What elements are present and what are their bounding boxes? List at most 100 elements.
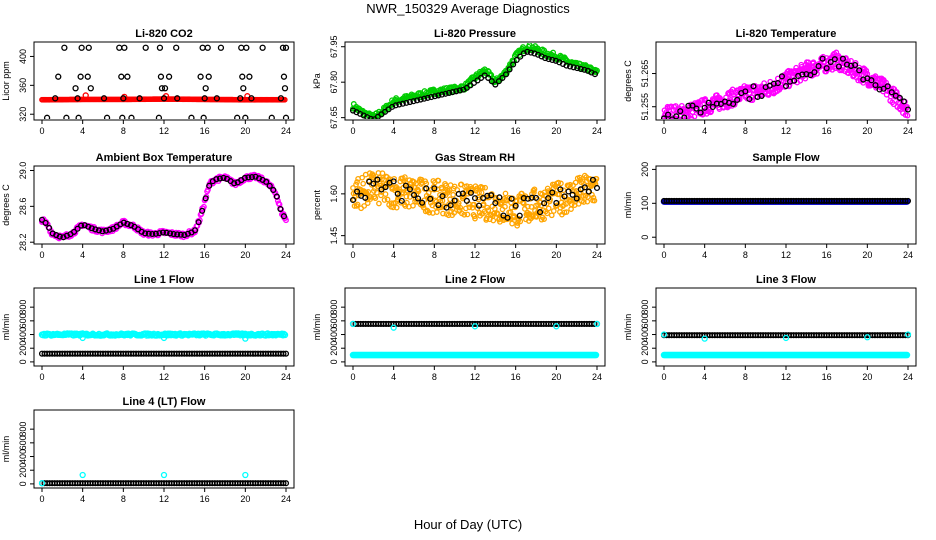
y-tick-label: 200: [18, 341, 28, 356]
y-tick-label: 28.6: [18, 198, 28, 216]
series-point-orange: [476, 189, 482, 196]
series-point-orange: [439, 186, 445, 192]
x-tick-label: 8: [121, 494, 126, 504]
x-tick-label: 8: [743, 126, 748, 136]
series-point-black: [581, 66, 588, 73]
x-tick-label: 0: [39, 372, 44, 382]
x-tick-label: 4: [702, 250, 707, 260]
series-point-black: [492, 81, 499, 88]
y-tick-label: 51.255: [640, 93, 650, 121]
series-point-black: [120, 95, 127, 102]
series-point-black: [447, 202, 454, 209]
series-point-cyan: [782, 334, 790, 342]
series-point-black: [778, 73, 785, 80]
series-point-black: [476, 202, 483, 209]
series-point-black: [669, 116, 676, 119]
series-point-black: [709, 103, 716, 110]
series-point-black: [815, 63, 822, 70]
x-tick-label: 4: [702, 372, 707, 382]
y-tick-label: 1.45: [329, 227, 339, 245]
series-point-cyan: [281, 331, 289, 339]
series-point-orange: [376, 200, 382, 207]
x-tick-label: 8: [432, 372, 437, 382]
x-tick-label: 12: [159, 372, 169, 382]
series-point-black: [531, 50, 538, 57]
series-point-orange: [364, 200, 371, 206]
series-point-black: [417, 96, 424, 103]
series-point-black: [74, 225, 81, 232]
y-tick-label: 0: [18, 481, 28, 486]
series-point-black: [693, 105, 700, 112]
x-tick-label: 8: [743, 250, 748, 260]
series-point-orange: [485, 207, 492, 214]
series-point-magenta: [198, 210, 205, 217]
series-point-magenta: [786, 82, 793, 88]
series-point-black: [549, 189, 556, 196]
series-point-cyan: [38, 480, 46, 487]
series-point-black: [557, 186, 564, 193]
series-point-orange: [440, 210, 446, 217]
series-point-black: [746, 95, 753, 103]
series-point-black: [453, 88, 460, 95]
series-point-black: [537, 209, 544, 216]
series-point-black: [243, 44, 250, 51]
series-point-black: [75, 114, 82, 119]
panel-title-li820temp: Li-820 Temperature: [736, 28, 837, 40]
series-point-black: [55, 73, 62, 80]
series-point-orange: [361, 203, 368, 209]
series-point-orange: [460, 194, 467, 200]
series-point-magenta: [797, 77, 804, 84]
series-point-black: [827, 58, 834, 66]
series-point-orange: [544, 185, 551, 192]
panel-title-pressure: Li-820 Pressure: [434, 28, 516, 40]
series-point-black: [532, 194, 540, 201]
y-axis-label: ml/min: [623, 314, 633, 341]
series-point-black: [259, 44, 266, 51]
series-point-black: [435, 92, 442, 99]
series-point-black: [872, 82, 879, 89]
series-point-black: [581, 184, 588, 191]
y-tick-label: 320: [18, 107, 28, 122]
series-point-black: [191, 227, 199, 234]
series-point-black: [428, 94, 435, 101]
x-tick-label: 24: [592, 126, 602, 136]
x-tick-label: 20: [240, 494, 250, 504]
series-point-black: [118, 73, 125, 80]
y-tick-label: 0: [329, 359, 339, 364]
series-point-orange: [520, 200, 527, 207]
series-point-orange: [544, 210, 551, 217]
y-tick-label: 0: [18, 359, 28, 364]
series-point-black: [884, 83, 891, 90]
panel-co2: Li-820 CO2 Licor ppm 320 360 400 0 4 8 12 16 20 24: [1, 28, 295, 136]
series-point-black: [553, 199, 560, 207]
series-point-orange: [428, 195, 435, 201]
series-point-cyan: [160, 471, 168, 479]
series-point-black: [87, 85, 94, 92]
series-point-black: [442, 90, 449, 97]
series-point-black: [370, 180, 377, 187]
series-point-black: [234, 114, 241, 119]
series-point-black: [410, 191, 418, 199]
series-point-black: [103, 227, 110, 234]
series-point-black: [197, 73, 204, 80]
y-tick-label: 400: [640, 327, 650, 342]
series-point-black: [701, 104, 708, 111]
series-point-orange: [517, 218, 524, 225]
series-point-black: [427, 195, 434, 202]
series-point-black: [38, 216, 46, 223]
series-point-black: [270, 186, 277, 194]
panel-title-line4: Line 4 (LT) Flow: [123, 396, 206, 408]
series-point-black: [589, 176, 596, 183]
series-point-orange: [568, 206, 574, 212]
series-point-black: [524, 48, 531, 55]
series-point-black: [88, 225, 95, 232]
series-point-black: [237, 95, 244, 102]
series-point-magenta: [692, 106, 699, 113]
series-point-orange: [413, 180, 419, 187]
series-point-black: [424, 94, 431, 101]
series-point-black: [758, 92, 765, 100]
x-tick-label: 20: [862, 250, 872, 260]
x-tick-label: 16: [511, 250, 521, 260]
y-tick-label: 29.0: [18, 162, 28, 180]
